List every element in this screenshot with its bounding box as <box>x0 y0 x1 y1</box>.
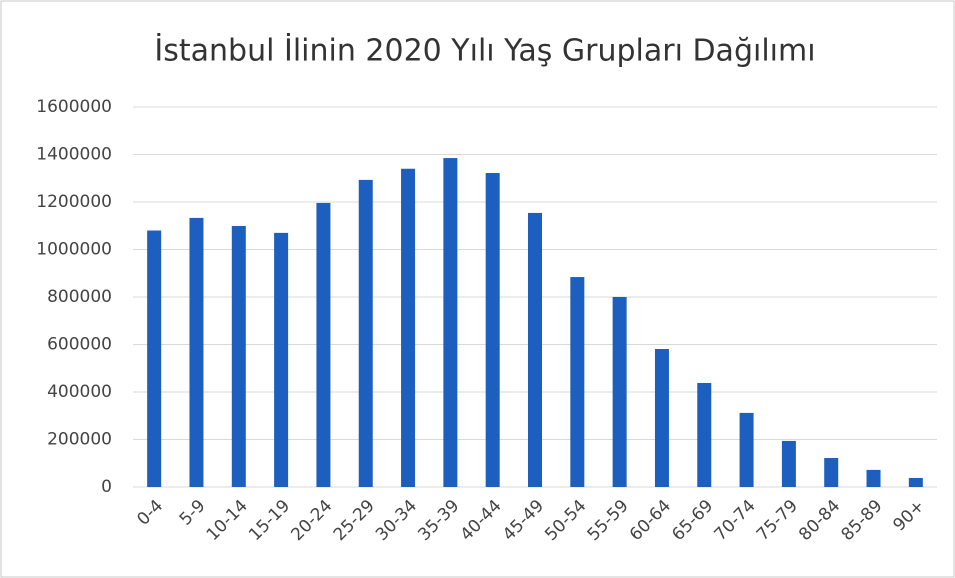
y-tick-label: 600000 <box>47 335 112 355</box>
bar <box>908 477 923 487</box>
bar <box>781 440 796 487</box>
bar <box>570 277 585 487</box>
bar <box>612 297 627 487</box>
chart-title: İstanbul İlinin 2020 Yılı Yaş Grupları D… <box>154 33 815 69</box>
y-tick-label: 1400000 <box>36 145 112 165</box>
bar <box>401 168 416 487</box>
bar <box>274 232 289 487</box>
y-tick-label: 1000000 <box>36 240 112 260</box>
bar <box>189 217 204 487</box>
bar <box>316 202 331 487</box>
y-tick-label: 0 <box>101 477 112 497</box>
bar <box>485 173 500 487</box>
y-tick-label: 400000 <box>47 382 112 402</box>
bar <box>866 469 881 487</box>
bar <box>443 158 458 487</box>
y-tick-label: 800000 <box>47 287 112 307</box>
bar <box>697 382 712 487</box>
bar <box>358 179 373 487</box>
bar <box>654 349 669 487</box>
bar <box>528 212 542 488</box>
bar <box>231 225 246 488</box>
bar <box>824 458 839 487</box>
y-tick-label: 1200000 <box>36 192 112 212</box>
y-tick-label: 1600000 <box>36 97 112 117</box>
bar <box>739 412 754 487</box>
y-tick-label: 200000 <box>47 430 112 450</box>
bar <box>147 230 162 487</box>
